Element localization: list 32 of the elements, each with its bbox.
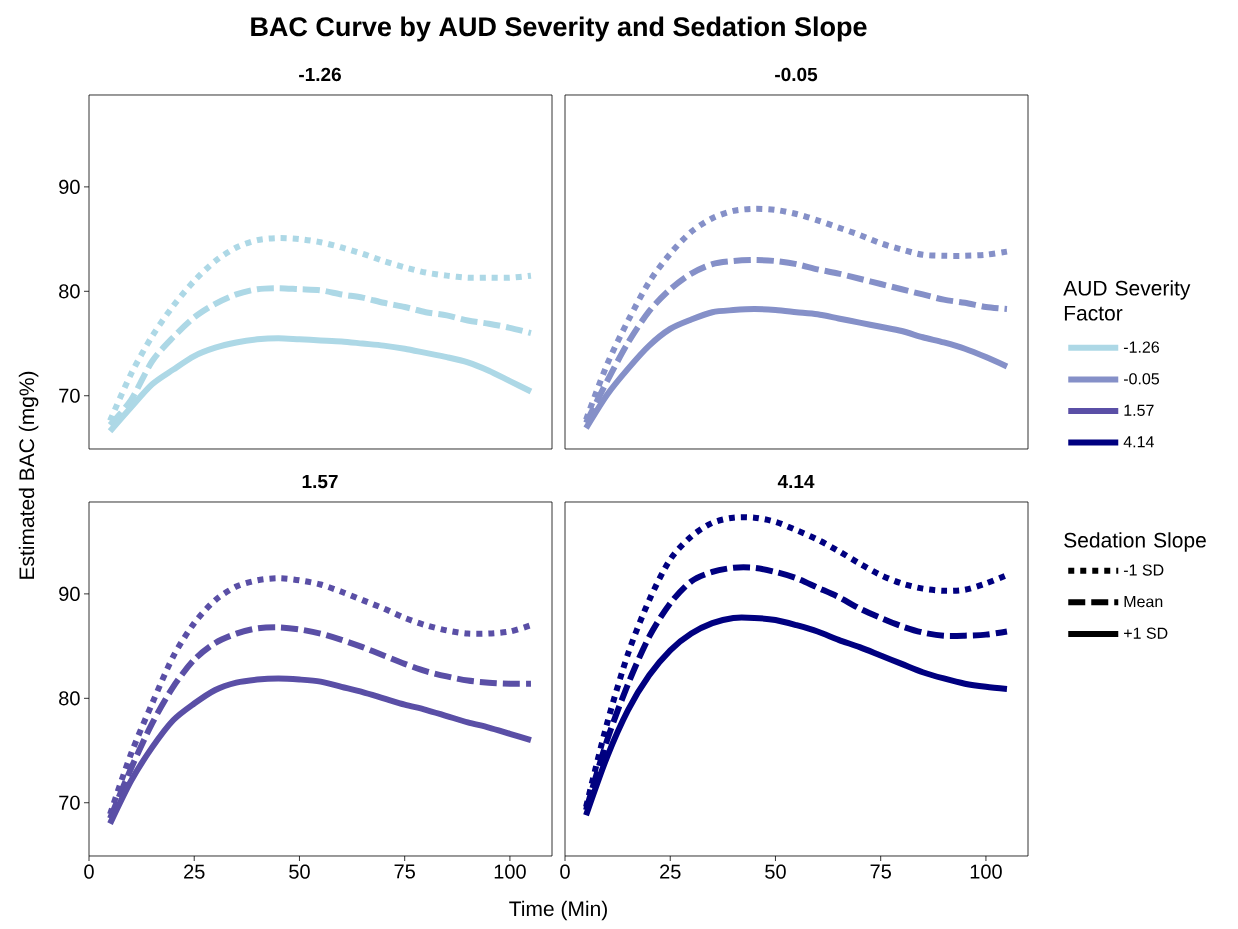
x-tick-label: 50 [765,864,786,879]
chart-title: -0.05 [1123,373,1160,385]
x-tick-label: 25 [184,864,205,879]
chart-title: 1.57 [1124,404,1154,416]
chart-title: -0.05 [775,67,818,82]
legend-title: AUD Severity Factor [1063,280,1191,321]
x-tick-label: 0 [84,864,94,879]
y-tick-label: 90 [59,179,80,194]
text: +1 SD [1124,627,1168,639]
text: Mean [1124,596,1163,608]
x-tick-label: 75 [394,864,415,879]
y-tick-label: 70 [59,795,80,810]
x-tick-label: 100 [970,864,1002,879]
x-tick-label: 0 [560,864,570,879]
chart-title: 1.57 [302,474,338,489]
x-tick-label: 75 [870,864,891,879]
text: BAC Curve by AUD Severity and Sedation Slope [251,16,867,42]
x-tick-label: 50 [289,864,310,879]
x-tick-label: 25 [660,864,681,879]
y-tick-label: 90 [59,586,80,601]
y-tick-label: 80 [59,284,80,299]
chart-title: -1.26 [299,67,341,82]
y-axis-title: Estimated BAC (mg%) [18,371,39,579]
chart-title: 4.14 [1123,436,1154,448]
y-tick-label: 70 [59,388,80,403]
legend-title: Sedation Slope [1064,532,1206,552]
chart-title: -1.26 [1123,341,1160,353]
chart-title: 4.14 [777,474,815,488]
x-tick-label: 100 [494,864,526,879]
y-tick-label: 80 [59,691,80,706]
x-axis-title: Time (Min) [509,900,607,921]
text: -1 SD [1123,564,1164,576]
